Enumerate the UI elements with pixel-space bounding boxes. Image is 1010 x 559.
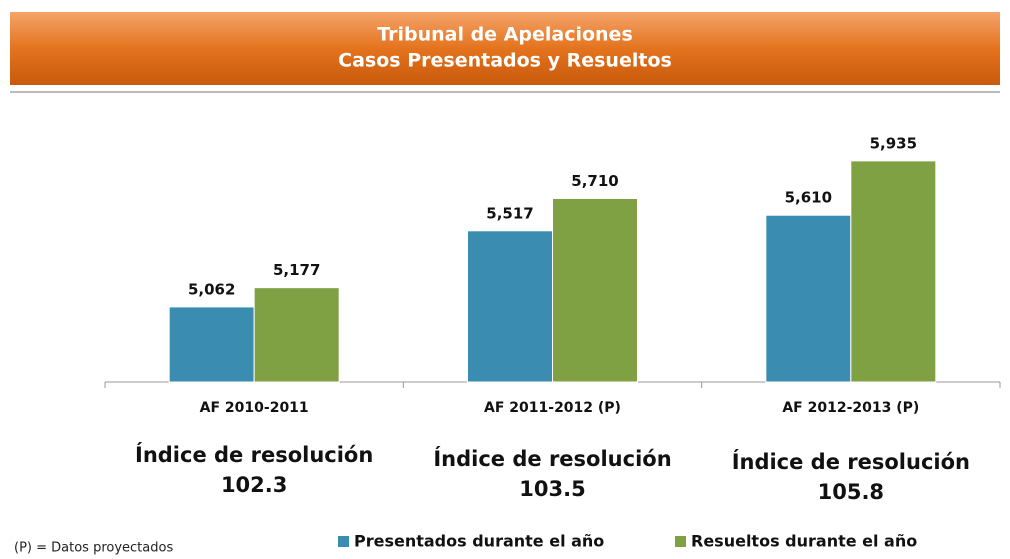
value-label: 5,610 [785, 189, 832, 207]
annotation-label: Índice de resolución [135, 442, 373, 467]
annotation-label: Índice de resolución [732, 449, 970, 474]
bar [552, 198, 638, 383]
value-label: 5,710 [571, 172, 618, 190]
value-label: 5,177 [273, 261, 320, 279]
chart-subtitle: Casos Presentados y Resueltos [338, 50, 672, 72]
bar [467, 230, 553, 383]
value-label: 5,935 [870, 134, 917, 152]
annotation-value: 102.3 [221, 473, 287, 497]
x-tick-label: AF 2010-2011 [200, 400, 309, 416]
annotation-label: Índice de resolución [433, 446, 671, 471]
value-label: 5,062 [188, 280, 235, 298]
legend-label: Resueltos durante el año [691, 532, 917, 551]
value-label: 5,517 [486, 204, 533, 222]
bar [850, 160, 937, 383]
legend-label: Presentados durante el año [354, 532, 604, 551]
footnote: (P) = Datos proyectados [14, 541, 173, 556]
legend-swatch [338, 536, 349, 547]
legend-swatch [675, 536, 686, 547]
x-tick-label: AF 2011-2012 (P) [484, 400, 621, 416]
annotation-value: 105.8 [818, 480, 884, 504]
annotation-value: 103.5 [519, 477, 585, 501]
bar [168, 306, 255, 383]
x-tick-label: AF 2012-2013 (P) [782, 400, 919, 416]
bar [765, 214, 852, 383]
chart-title: Tribunal de Apelaciones [377, 24, 633, 46]
bar [253, 287, 340, 383]
header-banner [10, 12, 1000, 85]
